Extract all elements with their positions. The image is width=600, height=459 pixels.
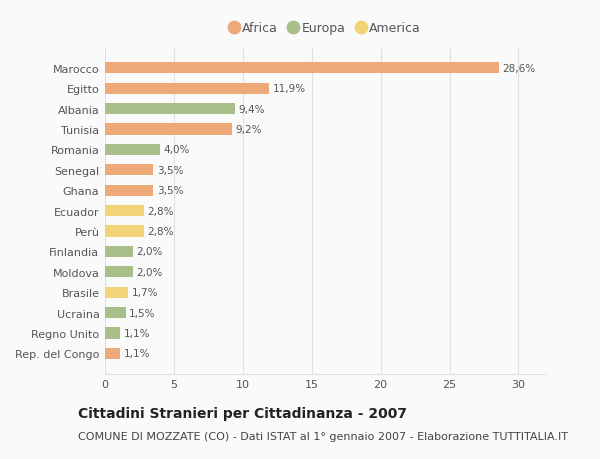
- Bar: [105, 308, 125, 319]
- Bar: [105, 206, 143, 217]
- Bar: [105, 246, 133, 257]
- Bar: [105, 185, 153, 196]
- Text: 28,6%: 28,6%: [503, 64, 536, 73]
- Bar: [105, 165, 153, 176]
- Bar: [105, 124, 232, 135]
- Text: 9,2%: 9,2%: [235, 125, 262, 134]
- Bar: [105, 267, 133, 278]
- Legend: Africa, Europa, America: Africa, Europa, America: [230, 22, 421, 35]
- Bar: [105, 63, 499, 74]
- Bar: [105, 328, 120, 339]
- Bar: [105, 84, 269, 95]
- Text: 2,8%: 2,8%: [147, 206, 173, 216]
- Text: 1,7%: 1,7%: [132, 288, 158, 297]
- Text: 2,0%: 2,0%: [136, 247, 163, 257]
- Text: 4,0%: 4,0%: [164, 145, 190, 155]
- Text: 1,1%: 1,1%: [124, 349, 150, 358]
- Text: COMUNE DI MOZZATE (CO) - Dati ISTAT al 1° gennaio 2007 - Elaborazione TUTTITALIA: COMUNE DI MOZZATE (CO) - Dati ISTAT al 1…: [78, 431, 568, 442]
- Bar: [105, 104, 235, 115]
- Bar: [105, 287, 128, 298]
- Text: Cittadini Stranieri per Cittadinanza - 2007: Cittadini Stranieri per Cittadinanza - 2…: [78, 406, 407, 420]
- Text: 2,8%: 2,8%: [147, 226, 173, 236]
- Bar: [105, 145, 160, 156]
- Text: 3,5%: 3,5%: [157, 186, 183, 196]
- Text: 1,1%: 1,1%: [124, 328, 150, 338]
- Text: 2,0%: 2,0%: [136, 267, 163, 277]
- Bar: [105, 348, 120, 359]
- Text: 3,5%: 3,5%: [157, 165, 183, 175]
- Bar: [105, 226, 143, 237]
- Text: 9,4%: 9,4%: [238, 104, 265, 114]
- Text: 1,5%: 1,5%: [129, 308, 155, 318]
- Text: 11,9%: 11,9%: [272, 84, 305, 94]
